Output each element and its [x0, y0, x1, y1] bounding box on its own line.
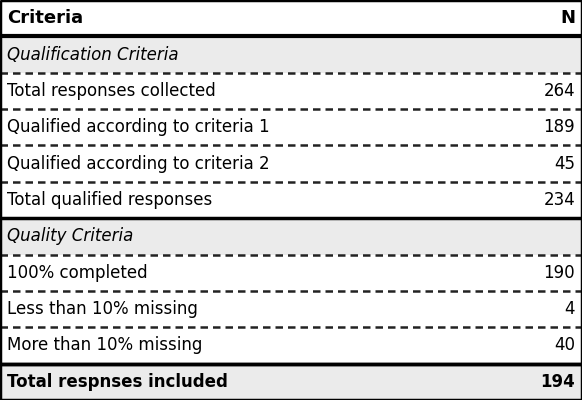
Text: Criteria: Criteria: [7, 9, 83, 27]
Text: 45: 45: [554, 155, 575, 173]
Text: Total respnses included: Total respnses included: [7, 373, 228, 391]
Text: 100% completed: 100% completed: [7, 264, 148, 282]
Bar: [0, 36, 582, 73]
Bar: [0, 146, 582, 182]
Text: Quality Criteria: Quality Criteria: [7, 227, 133, 245]
Bar: [0, 218, 582, 254]
Text: Less than 10% missing: Less than 10% missing: [7, 300, 198, 318]
Text: 40: 40: [554, 336, 575, 354]
Text: Qualified according to criteria 1: Qualified according to criteria 1: [7, 118, 269, 136]
Text: 194: 194: [540, 373, 575, 391]
Text: 190: 190: [544, 264, 575, 282]
Bar: [0, 0, 582, 36]
Bar: [0, 109, 582, 146]
Text: N: N: [560, 9, 575, 27]
Bar: [0, 254, 582, 291]
Bar: [0, 291, 582, 327]
Bar: [0, 364, 582, 400]
Text: Qualification Criteria: Qualification Criteria: [7, 46, 179, 64]
Bar: [0, 327, 582, 364]
Text: Total qualified responses: Total qualified responses: [7, 191, 212, 209]
Text: Total responses collected: Total responses collected: [7, 82, 216, 100]
Text: More than 10% missing: More than 10% missing: [7, 336, 203, 354]
Bar: [0, 182, 582, 218]
Text: 234: 234: [543, 191, 575, 209]
Text: Qualified according to criteria 2: Qualified according to criteria 2: [7, 155, 269, 173]
Text: 4: 4: [565, 300, 575, 318]
Bar: [0, 73, 582, 109]
Text: 189: 189: [544, 118, 575, 136]
Text: 264: 264: [544, 82, 575, 100]
